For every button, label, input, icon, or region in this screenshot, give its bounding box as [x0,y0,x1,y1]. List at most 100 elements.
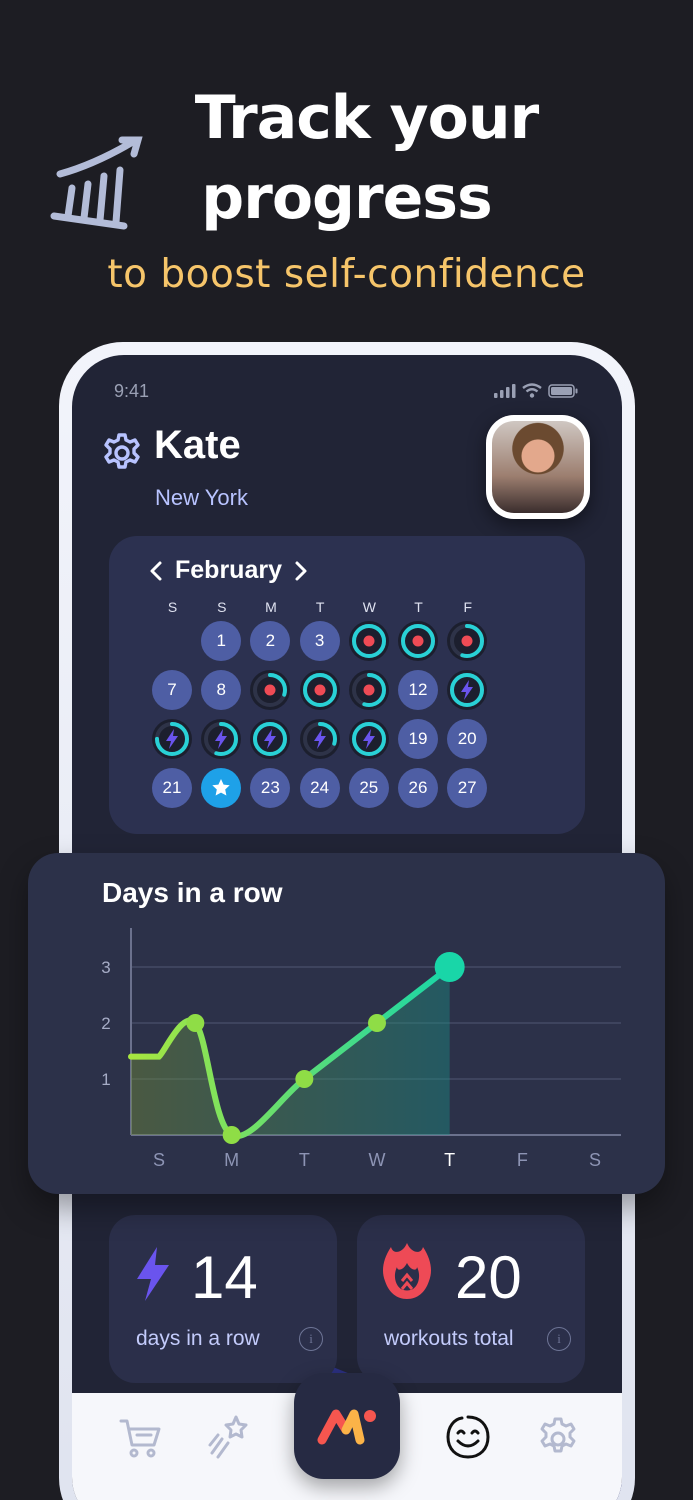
calendar-day[interactable]: 1 [201,621,242,661]
calendar-day-today[interactable] [201,768,242,808]
avatar-photo [492,421,584,513]
calendar-day[interactable]: 24 [299,768,340,808]
y-tick-label: 1 [101,1070,110,1089]
magic-wand-icon[interactable] [206,1413,254,1461]
data-point [368,1014,386,1032]
area-fill [131,967,450,1137]
workouts-card[interactable]: 20 workouts total i [357,1215,585,1383]
profile-city: New York [155,485,248,510]
data-point [222,1126,241,1144]
bottom-nav [72,1373,622,1500]
progress-ring-icon [253,673,288,707]
calendar-day-streak[interactable] [201,719,242,759]
calendar-header: February [149,556,308,585]
weekday-label: W [362,599,376,615]
calendar-day[interactable]: 12 [398,670,438,710]
progress-ring-icon [302,673,337,707]
lightning-ring-icon [204,722,239,756]
x-tick-label: W [369,1150,386,1170]
workouts-value: 20 [455,1244,522,1311]
status-bar: 9:41 [114,381,578,405]
y-tick-label: 3 [101,958,110,977]
calendar-day-streak[interactable] [299,719,340,759]
weekday-label: T [414,599,423,615]
center-app-button[interactable] [294,1373,400,1479]
weekday-label: S [167,599,178,615]
calendar-day-workout[interactable] [348,621,389,661]
settings-gear-icon[interactable] [100,431,144,475]
calendar-day-streak[interactable] [447,670,488,710]
calendar-day[interactable]: 21 [152,768,192,808]
data-point [434,952,465,982]
calendar-day[interactable]: 26 [398,768,438,808]
x-tick-label: F [517,1150,528,1170]
streak-label: days in a row [136,1327,260,1350]
chevron-left-icon[interactable] [149,560,163,582]
avatar[interactable] [486,415,590,519]
lightning-ring-icon [302,722,337,756]
calendar-day-streak[interactable] [250,719,291,759]
calendar-day[interactable]: 2 [250,621,291,661]
calendar-day-workout[interactable] [348,670,389,710]
line-chart: 1 2 3 S M T W T F S [101,928,621,1170]
weekday-label: F [463,599,472,615]
calendar-day-workout[interactable] [398,621,438,661]
signal-icon [494,383,516,398]
calendar-day-workout[interactable] [250,670,291,710]
promo-title: Track your progress [0,78,693,238]
battery-icon [548,383,578,398]
x-tick-label: T [299,1150,310,1170]
days-in-a-row-chart: Days in a row 1 2 3 S M T W T F S [28,853,665,1194]
info-icon[interactable]: i [299,1327,323,1351]
star-icon [212,779,230,796]
calendar-day[interactable]: 19 [398,719,438,759]
fire-icon [383,1243,431,1299]
workouts-label: workouts total [384,1327,514,1350]
promo-title-line1: Track your [194,83,539,153]
data-point [186,1014,205,1032]
calendar-day[interactable]: 7 [152,670,192,710]
calendar-day[interactable]: 27 [447,768,488,808]
status-time: 9:41 [114,381,150,401]
promo-subtitle: to boost self-confidence [107,252,586,297]
streak-card[interactable]: 14 days in a row i [109,1215,337,1383]
lightning-ring-icon [351,722,386,756]
chevron-right-icon[interactable] [294,560,308,582]
calendar-day-workout[interactable] [447,621,488,661]
calendar-day[interactable]: 8 [201,670,242,710]
lightning-ring-icon [450,673,485,707]
x-tick-label: S [153,1150,165,1170]
progress-ring-icon [401,624,435,658]
smiley-face-icon[interactable] [444,1413,492,1461]
progress-chart-icon [50,136,143,230]
calendar-day[interactable]: 20 [447,719,488,759]
x-tick-label: M [224,1150,239,1170]
progress-ring-icon [450,624,485,658]
calendar-day[interactable]: 3 [299,621,340,661]
calendar-day-streak[interactable] [348,719,389,759]
lightning-bolt-icon [137,1247,169,1301]
data-point [295,1070,314,1088]
weekday-label: S [217,599,227,615]
progress-ring-icon [351,624,386,658]
gear-icon[interactable] [534,1413,582,1461]
lightning-ring-icon [155,722,189,756]
promo-title-line2: progress [201,163,492,233]
weekday-label: T [315,599,325,615]
calendar-day[interactable]: 25 [348,768,389,808]
info-icon[interactable]: i [547,1327,571,1351]
calendar-month: February [175,556,282,584]
cart-icon[interactable] [117,1413,165,1461]
x-tick-label: T [444,1150,455,1170]
wifi-icon [522,383,542,398]
streak-value: 14 [191,1244,258,1311]
calendar-day-streak[interactable] [152,719,192,759]
app-logo-icon [317,1409,376,1445]
x-tick-label: S [589,1150,601,1170]
profile-name: Kate [154,423,241,467]
calendar-day[interactable]: 23 [250,768,291,808]
calendar-day-workout[interactable] [299,670,340,710]
y-tick-label: 2 [101,1014,110,1033]
